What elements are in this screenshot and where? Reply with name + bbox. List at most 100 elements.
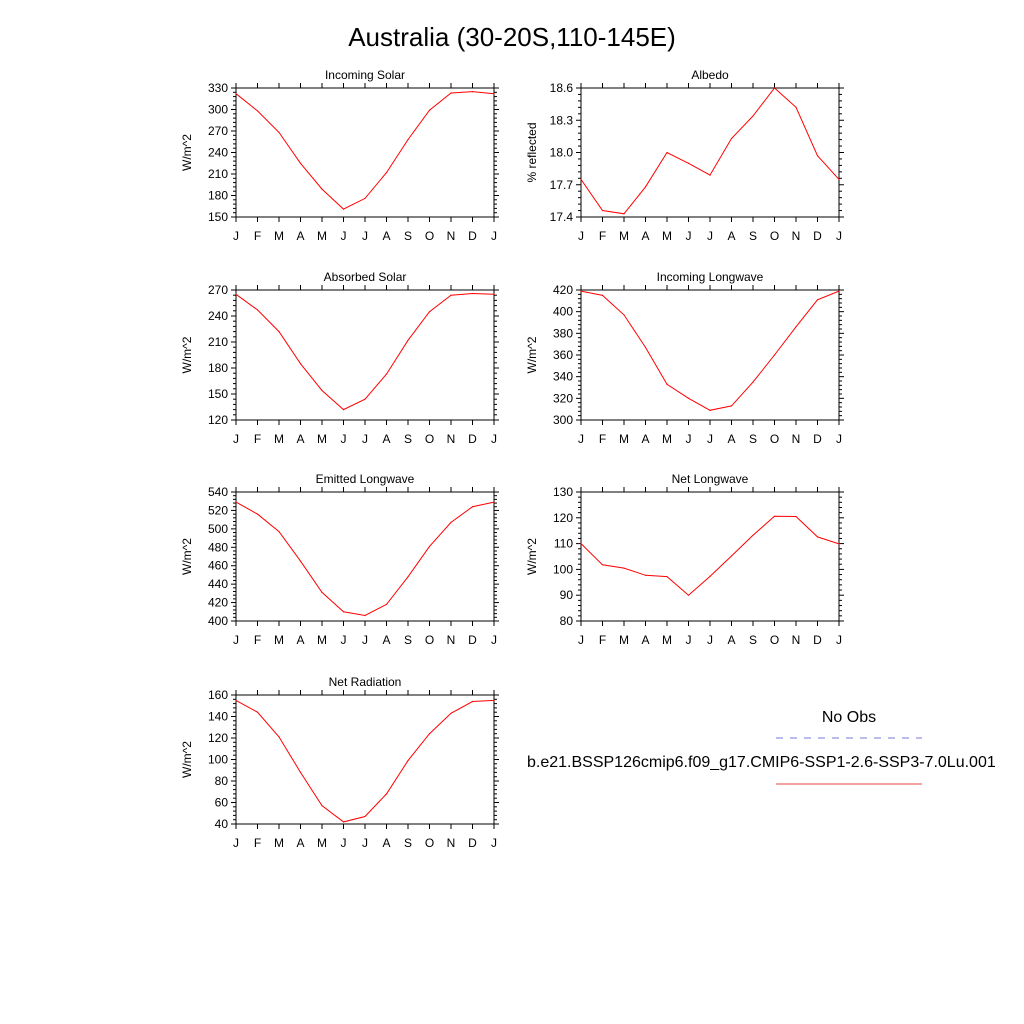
- panels: Incoming Solar W/m^2 150 180 210 240 270 300 330…: [180, 68, 844, 850]
- y-axis-label: W/m^2: [180, 336, 194, 373]
- x-tick-label: M: [662, 432, 672, 446]
- data-point: [471, 506, 474, 508]
- data-point: [601, 564, 604, 566]
- x-tick-label: D: [813, 633, 822, 647]
- data-point: [407, 139, 409, 141]
- data-point: [687, 162, 690, 164]
- x-tick-label: M: [274, 633, 284, 647]
- x-tick-label: M: [317, 229, 327, 243]
- data-point: [385, 603, 388, 606]
- data-point: [342, 409, 345, 411]
- x-tick-label: N: [447, 432, 456, 446]
- data-point: [342, 821, 345, 823]
- plot-frame: [235, 694, 495, 825]
- y-tick-label: 110: [554, 537, 573, 551]
- x-tick-label: A: [382, 836, 390, 850]
- data-point: [644, 186, 647, 188]
- data-point: [816, 155, 819, 157]
- y-tick-label: 140: [208, 710, 228, 724]
- x-tick-label: J: [707, 229, 713, 243]
- data-point: [709, 409, 711, 411]
- x-tick-label: A: [296, 836, 304, 850]
- y-tick-label: 210: [208, 167, 228, 181]
- y-tick-label: 18.3: [550, 113, 574, 127]
- y-tick-label: 300: [553, 413, 573, 427]
- panel-title: Albedo: [691, 68, 729, 82]
- data-point: [471, 91, 474, 93]
- data-point: [773, 87, 776, 89]
- panel-title: Net Longwave: [672, 472, 749, 486]
- y-tick-label: 100: [553, 562, 573, 576]
- x-tick-label: J: [836, 229, 842, 243]
- data-point: [773, 515, 776, 517]
- x-tick-label: N: [792, 633, 801, 647]
- y-axis-label: W/m^2: [180, 134, 194, 171]
- data-point: [364, 614, 366, 617]
- y-tick-label: 480: [208, 540, 228, 554]
- data-point: [493, 699, 495, 702]
- x-tick-label: M: [274, 229, 284, 243]
- data-point: [709, 575, 711, 578]
- data-point: [450, 92, 452, 94]
- series-line: [235, 91, 495, 210]
- data-point: [428, 109, 431, 111]
- x-tick-label: M: [317, 432, 327, 446]
- data-point: [580, 543, 582, 545]
- data-point: [493, 293, 495, 295]
- y-tick-label: 400: [208, 614, 228, 628]
- y-tick-label: 270: [208, 283, 228, 297]
- panel-emitted-longwave: Emitted Longwave W/m^2 400 420 440 460 480 500 5…: [180, 472, 499, 647]
- x-tick-label: J: [341, 432, 347, 446]
- data-point: [816, 536, 819, 538]
- y-tick-label: 440: [208, 577, 228, 591]
- data-point: [299, 363, 302, 365]
- y-tick-label: 420: [208, 596, 228, 610]
- data-point: [385, 373, 388, 375]
- y-tick-label: 100: [208, 753, 228, 767]
- y-tick-label: 150: [208, 210, 228, 224]
- x-tick-label: S: [749, 229, 757, 243]
- data-point: [256, 110, 259, 112]
- x-tick-label: D: [468, 836, 477, 850]
- x-tick-label: N: [447, 836, 456, 850]
- x-tick-label: N: [792, 229, 801, 243]
- x-tick-label: A: [727, 229, 735, 243]
- x-tick-label: A: [382, 229, 390, 243]
- plot-frame: [580, 491, 840, 622]
- plot-frame: [235, 491, 495, 622]
- y-axis-label: W/m^2: [180, 741, 194, 778]
- data-point: [321, 805, 323, 807]
- data-point: [730, 555, 733, 557]
- x-tick-label: N: [792, 432, 801, 446]
- data-point: [795, 515, 797, 518]
- y-tick-label: 130: [553, 485, 573, 499]
- data-point: [407, 339, 409, 341]
- y-tick-label: 40: [215, 817, 229, 831]
- data-point: [493, 93, 495, 95]
- data-point: [342, 208, 345, 210]
- x-tick-label: J: [491, 229, 497, 243]
- data-point: [838, 543, 840, 545]
- x-tick-label: A: [641, 229, 649, 243]
- y-tick-label: 180: [208, 189, 228, 203]
- x-tick-label: F: [254, 633, 261, 647]
- panel-title: Emitted Longwave: [316, 472, 415, 486]
- y-tick-label: 460: [208, 559, 228, 573]
- data-point: [235, 93, 237, 95]
- y-tick-label: 120: [553, 511, 573, 525]
- y-tick-label: 150: [208, 387, 228, 401]
- y-tick-label: 120: [208, 731, 228, 745]
- x-tick-label: J: [341, 633, 347, 647]
- panel-title: Net Radiation: [329, 675, 402, 689]
- series-line: [235, 699, 495, 823]
- series-line: [580, 290, 840, 411]
- plot-frame: [235, 289, 495, 421]
- y-tick-label: 18.0: [550, 146, 574, 160]
- x-tick-label: A: [296, 229, 304, 243]
- data-point: [730, 137, 733, 140]
- x-tick-label: J: [686, 432, 692, 446]
- data-point: [838, 178, 840, 180]
- data-point: [428, 733, 431, 735]
- y-tick-label: 500: [208, 522, 228, 536]
